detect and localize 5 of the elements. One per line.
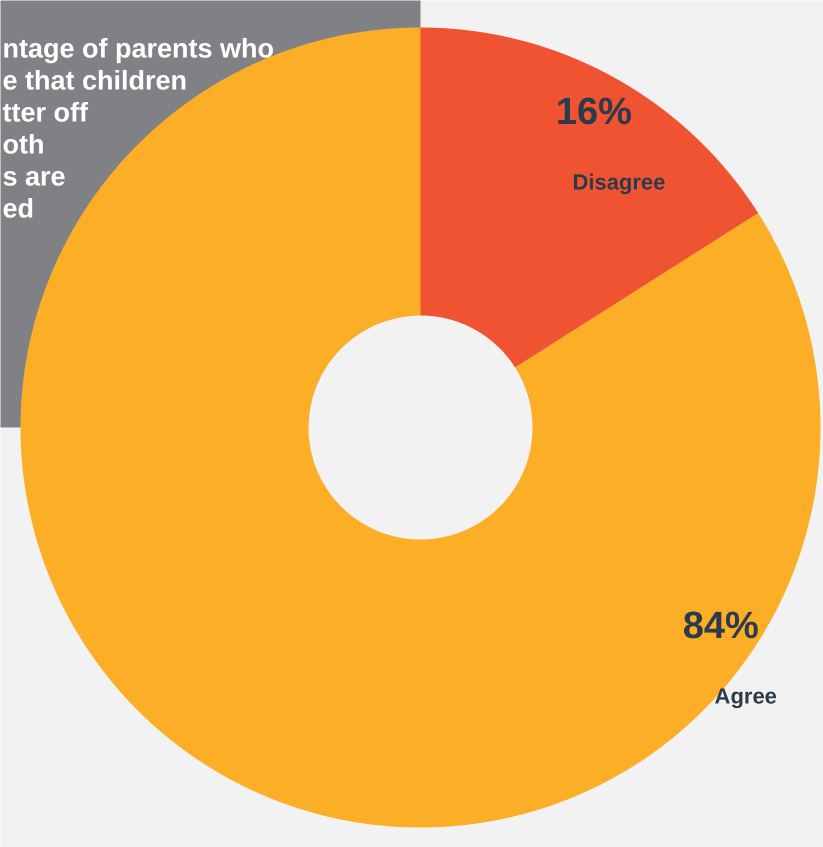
data-label: 84% bbox=[682, 605, 759, 648]
slice-label: Disagree bbox=[572, 170, 666, 195]
text: ntage of parents who e that children tter off oth s are ed bbox=[2, 34, 274, 224]
data-label: 16% bbox=[556, 91, 632, 134]
slice-label: Agree bbox=[714, 684, 777, 709]
